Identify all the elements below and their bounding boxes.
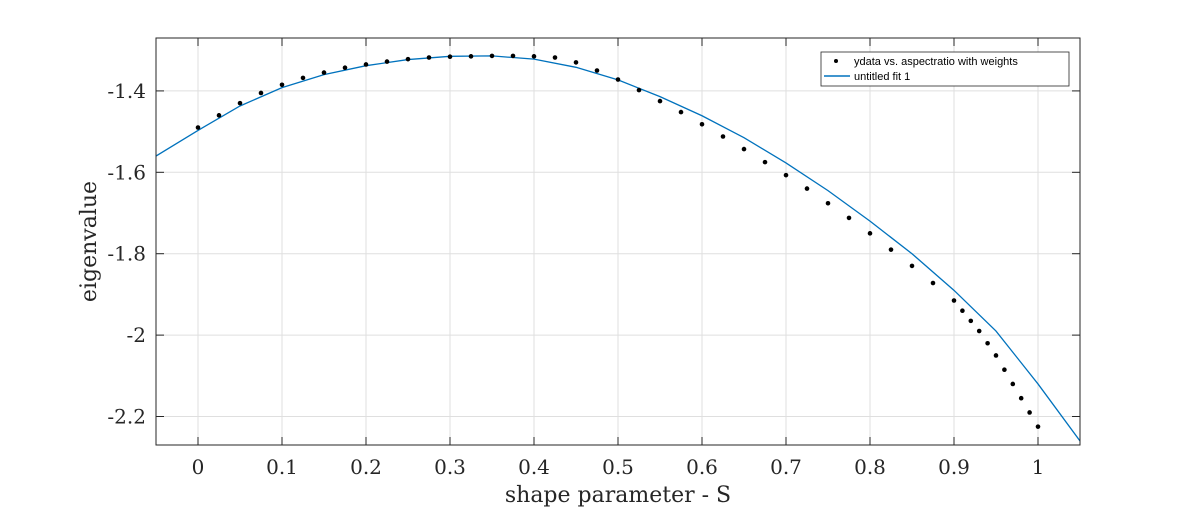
data-point	[1018, 395, 1024, 401]
data-point	[678, 109, 684, 115]
data-point	[930, 280, 936, 286]
x-tick-label: 0.6	[686, 455, 718, 479]
data-point	[195, 125, 201, 130]
data-point	[468, 54, 474, 59]
data-point	[615, 77, 621, 82]
data-point	[258, 90, 264, 96]
x-tick-label: 1	[1032, 455, 1045, 479]
data-point	[1002, 367, 1007, 373]
legend-entry-fit: untitled fit 1	[854, 71, 910, 83]
data-point	[741, 146, 747, 152]
data-point	[825, 200, 831, 206]
data-point	[363, 62, 369, 67]
grid	[156, 38, 1080, 445]
data-point	[1027, 410, 1032, 415]
data-point	[342, 65, 348, 71]
data-point	[968, 318, 974, 324]
data-point	[657, 98, 663, 104]
x-tick-label: 0.1	[266, 455, 298, 479]
data-point	[237, 100, 243, 106]
x-tick-label: 0.5	[602, 455, 634, 479]
x-tick-label: 0.9	[938, 455, 970, 479]
data-point	[300, 75, 306, 81]
legend-marker-data	[834, 59, 838, 63]
data-point	[573, 60, 579, 65]
legend: ydata vs. aspectratio with weights untit…	[820, 51, 1070, 87]
data-point	[426, 55, 432, 60]
data-point	[1010, 381, 1016, 387]
axes-box	[155, 37, 1081, 446]
y-tick-label: -1.6	[107, 160, 146, 184]
data-point	[594, 68, 600, 73]
data-point	[909, 263, 915, 269]
y-ticks: -1.4 -1.6 -1.8 -2 -2.2	[107, 79, 1080, 429]
data-point	[636, 87, 642, 93]
data-point	[216, 113, 222, 118]
y-tick-label: -1.8	[107, 242, 146, 266]
data-point	[762, 159, 768, 165]
legend-box	[820, 51, 1070, 87]
data-point	[531, 54, 537, 59]
data-point	[510, 53, 516, 59]
data-point	[976, 328, 982, 334]
data-point	[447, 54, 453, 60]
data-point	[867, 231, 873, 236]
x-axis-label: shape parameter - S	[505, 483, 731, 508]
x-ticks: 0 0.1 0.2 0.3 0.4 0.5 0.6 0.7 0.8 0.9 1	[192, 38, 1045, 479]
x-tick-label: 0.8	[854, 455, 886, 479]
data-point	[321, 70, 327, 75]
data-point	[699, 121, 705, 127]
y-axis-label: eigenvalue	[77, 181, 102, 302]
data-point	[489, 53, 495, 59]
data-point	[951, 298, 957, 303]
x-tick-label: 0	[192, 455, 205, 479]
data-point	[993, 353, 999, 358]
data-point	[846, 215, 852, 221]
data-point	[804, 186, 810, 191]
data-point	[384, 59, 390, 64]
data-point	[1035, 424, 1041, 429]
data-point	[552, 55, 558, 60]
data-point	[405, 56, 411, 62]
x-tick-label: 0.7	[770, 455, 802, 479]
y-tick-label: -2.2	[107, 405, 146, 429]
data-point	[888, 247, 894, 252]
data-point	[783, 172, 789, 178]
x-tick-label: 0.3	[434, 455, 466, 479]
data-point	[279, 82, 285, 88]
data-points	[195, 53, 1041, 429]
data-point	[960, 308, 965, 313]
x-tick-label: 0.4	[518, 455, 550, 479]
data-point	[985, 340, 990, 346]
y-tick-label: -1.4	[107, 79, 146, 103]
legend-entry-data: ydata vs. aspectratio with weights	[854, 56, 1018, 68]
y-tick-label: -2	[127, 323, 146, 347]
data-point	[720, 134, 726, 139]
x-tick-label: 0.2	[350, 455, 382, 479]
